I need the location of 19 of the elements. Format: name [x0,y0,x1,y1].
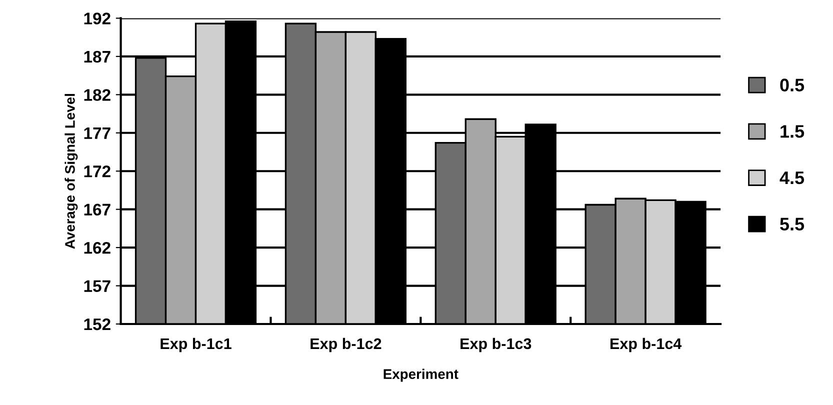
y-tick-label: 167 [84,204,110,216]
y-tick-label: 187 [84,50,110,63]
x-tick-label: Exp b-1c1 [160,338,232,352]
legend-label: 1.5 [780,125,804,138]
y-tick-label: 172 [84,166,110,178]
legend-label: 0.5 [780,78,804,92]
x-tick-label: Exp b-1c2 [310,338,382,352]
y-tick-label: 192 [84,12,110,24]
legend-label: 4.5 [780,172,804,184]
legend-label: 5.5 [780,218,804,231]
x-axis-title: Experiment [384,368,458,382]
y-tick-label: 162 [84,242,110,254]
y-tick-label: 152 [84,318,110,330]
y-axis-title: Average of Signal Level [64,94,78,249]
x-tick-label: Exp b-1c3 [460,338,532,352]
y-tick-label: 157 [84,280,110,292]
y-tick-label: 182 [84,89,110,101]
y-tick-label: 177 [84,127,110,139]
x-tick-label: Exp b-1c4 [610,338,682,352]
